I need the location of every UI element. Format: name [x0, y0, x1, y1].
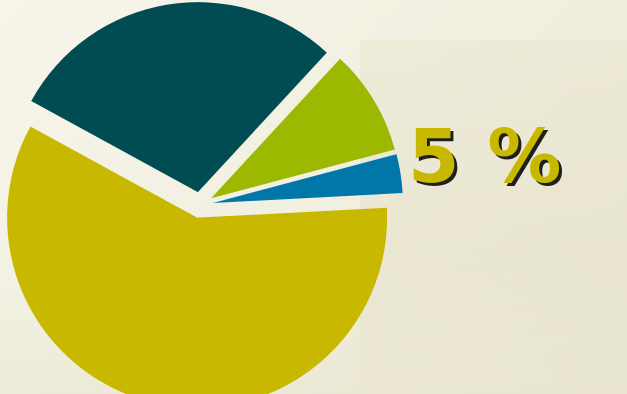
pie-slice-4 — [212, 154, 403, 203]
pie-slice-2 — [31, 2, 327, 193]
pie-slice-3 — [211, 58, 395, 199]
percent-annotation: 5 % — [408, 114, 563, 200]
pie-slice-1 — [7, 126, 388, 394]
background-photo-texture — [360, 40, 627, 394]
